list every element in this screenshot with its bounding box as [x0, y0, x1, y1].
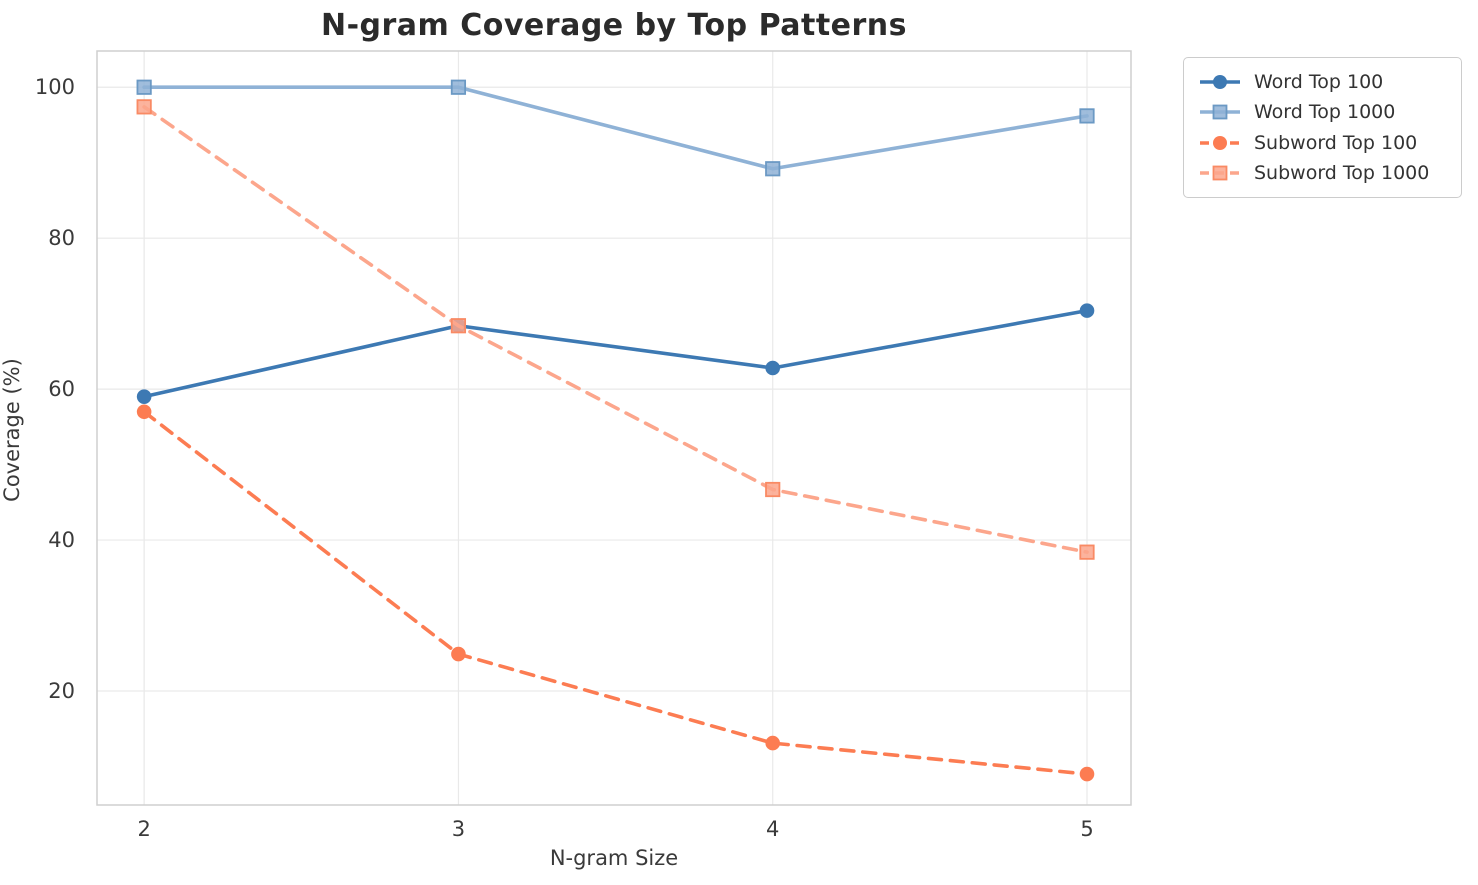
legend-line-square-icon — [1200, 165, 1240, 181]
x-tick-label: 3 — [452, 817, 465, 841]
legend-label: Word Top 100 — [1254, 71, 1384, 94]
y-tick-label: 20 — [48, 679, 75, 703]
legend-label: Subword Top 100 — [1254, 131, 1418, 154]
series-marker — [765, 161, 781, 177]
y-tick-label: 40 — [48, 528, 75, 552]
series-marker — [765, 735, 781, 751]
series-line-4 — [142, 105, 1089, 554]
series-marker — [1079, 303, 1095, 318]
legend-item: Word Top 100 — [1198, 67, 1447, 97]
legend-label: Word Top 1000 — [1254, 101, 1396, 124]
y-axis-label: Coverage (%) — [0, 358, 24, 502]
y-tick-label: 60 — [48, 377, 75, 401]
y-tick-label: 100 — [35, 75, 75, 99]
x-tick-label: 4 — [766, 817, 779, 841]
legend-line-circle-icon — [1200, 135, 1240, 150]
x-tick-label: 5 — [1080, 817, 1093, 841]
series-marker — [136, 79, 152, 95]
series-marker — [765, 481, 781, 498]
series-marker — [1079, 766, 1095, 782]
legend: Word Top 100 Word Top 1000 Subword Top 100… — [1183, 57, 1462, 198]
legend-item: Subword Top 1000 — [1198, 158, 1447, 188]
series-line-2 — [142, 85, 1089, 171]
legend-line-circle-icon — [1200, 75, 1240, 90]
x-tick-label: 2 — [137, 817, 150, 841]
legend-line-square-icon — [1200, 104, 1240, 120]
series-marker — [765, 360, 781, 376]
x-axis-label: N-gram Size — [549, 846, 679, 870]
series-marker — [136, 99, 152, 115]
series-marker — [136, 389, 152, 404]
chart-title: N-gram Coverage by Top Patterns — [320, 8, 908, 43]
series-line-1 — [142, 308, 1089, 399]
series-line-3 — [142, 409, 1089, 776]
legend-label: Subword Top 1000 — [1254, 161, 1430, 184]
y-tick-label: 80 — [48, 226, 75, 250]
series-marker — [1079, 544, 1095, 560]
series-marker — [450, 318, 467, 334]
series-marker — [451, 646, 466, 662]
plot-border — [96, 50, 1132, 806]
legend-item: Subword Top 100 — [1198, 128, 1447, 158]
legend-item: Word Top 1000 — [1198, 97, 1447, 127]
series-marker — [136, 404, 152, 420]
series-marker — [1079, 108, 1095, 124]
series-marker — [450, 79, 467, 95]
